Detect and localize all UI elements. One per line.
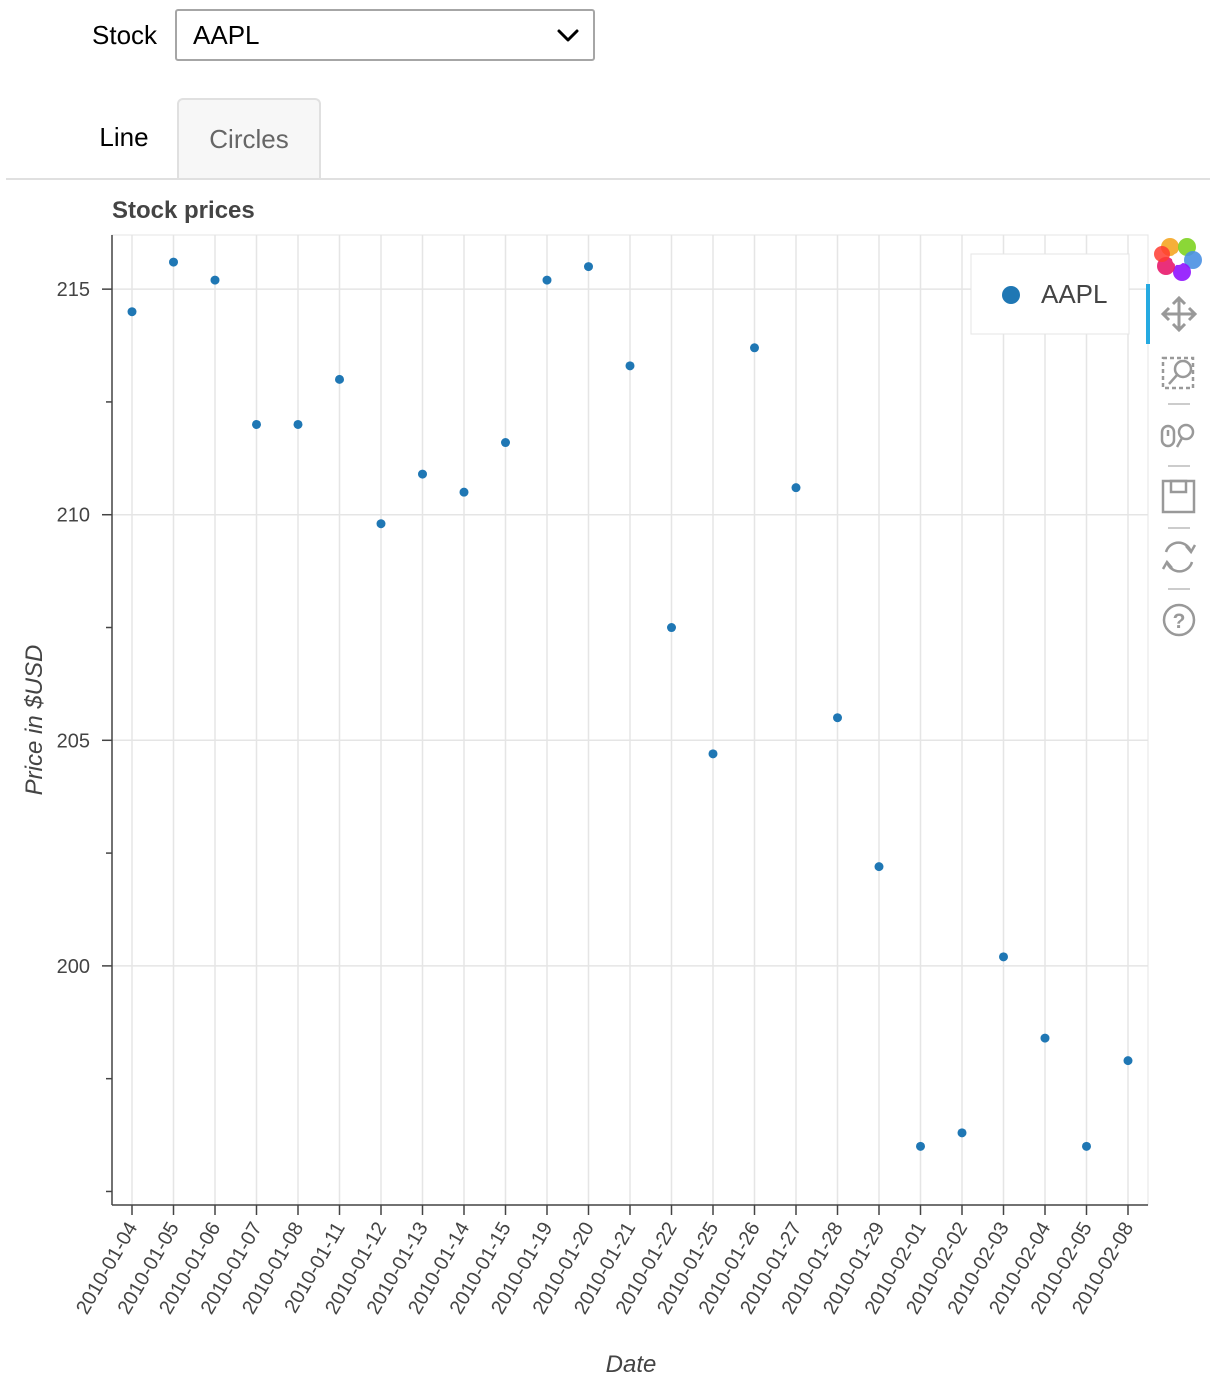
data-point	[791, 483, 801, 493]
x-gridlines	[131, 235, 1129, 1205]
data-point	[625, 361, 635, 371]
chart-title: Stock prices	[112, 197, 255, 224]
legend-label: AAPL	[1041, 279, 1108, 309]
data-point	[957, 1128, 967, 1138]
bokeh-logo-icon[interactable]	[1154, 238, 1202, 281]
data-point	[501, 438, 510, 448]
data-point	[376, 519, 386, 529]
y-axis-ticks: 200 205 210 215	[57, 279, 112, 1193]
data-point	[708, 749, 718, 759]
data-point	[667, 623, 676, 633]
data-point	[833, 713, 842, 723]
chevron-down-icon	[557, 29, 579, 42]
data-point	[542, 275, 552, 285]
wheel-zoom-icon[interactable]	[1160, 423, 1195, 448]
y-tick-label: 210	[57, 505, 90, 527]
legend-marker	[1002, 286, 1020, 304]
data-point	[335, 374, 344, 384]
data-point	[418, 469, 427, 479]
svg-text:?: ?	[1173, 610, 1186, 633]
y-axis-title: Price in $USD	[21, 645, 48, 796]
data-point	[293, 419, 303, 429]
legend: AAPL	[970, 253, 1130, 335]
data-point	[584, 262, 593, 272]
tab-line[interactable]: Line	[99, 121, 149, 152]
data-point	[1123, 1056, 1133, 1066]
toolbar: ?	[1146, 238, 1202, 637]
stock-selector-row: Stock AAPL	[92, 8, 596, 62]
data-point	[252, 419, 261, 429]
y-tick-label: 215	[57, 279, 90, 301]
data-point	[916, 1141, 925, 1151]
active-tool-indicator	[1146, 284, 1150, 344]
pan-icon[interactable]	[1160, 295, 1198, 333]
data-point	[210, 275, 220, 285]
data-point	[169, 257, 178, 267]
help-icon[interactable]: ?	[1162, 603, 1196, 637]
data-point	[874, 862, 884, 872]
y-tick-label: 200	[57, 956, 90, 978]
data-point	[1082, 1141, 1091, 1151]
stock-select[interactable]: AAPL	[175, 9, 596, 61]
data-point	[127, 307, 137, 317]
legend-box	[970, 253, 1130, 335]
x-axis-title: Date	[606, 1351, 657, 1378]
box-zoom-icon[interactable]	[1161, 356, 1195, 390]
data-point	[750, 343, 759, 353]
save-icon[interactable]	[1161, 479, 1196, 514]
data-point	[1040, 1033, 1050, 1043]
stock-label: Stock	[92, 19, 158, 50]
y-tick-label: 205	[57, 730, 90, 752]
data-point	[459, 487, 469, 497]
x-axis-ticks: 2010-01-042010-01-052010-01-062010-01-07…	[72, 1205, 1138, 1318]
data-point	[999, 952, 1008, 962]
reset-icon[interactable]	[1161, 541, 1197, 573]
tab-circles[interactable]: Circles	[177, 98, 321, 178]
data-points	[127, 257, 1133, 1151]
stock-select-value: AAPL	[193, 19, 260, 50]
tab-bar: Line Circles	[6, 98, 1210, 180]
